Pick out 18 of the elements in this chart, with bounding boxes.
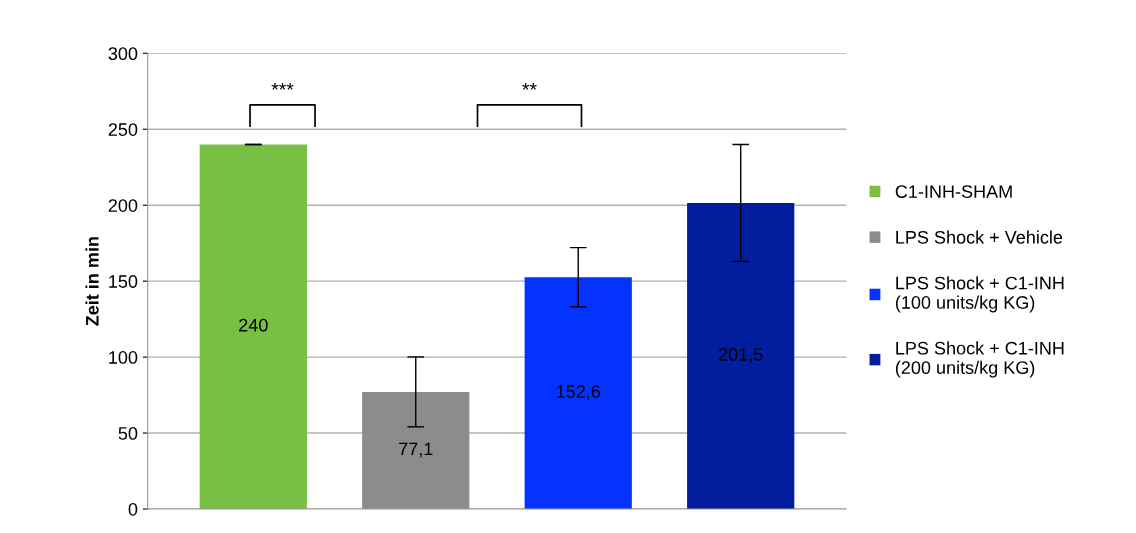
data-label: 201,5 (719, 348, 763, 363)
legend-label: LPS Shock + C1-INH (200 units/kg KG) (895, 341, 1064, 378)
data-label: 152,6 (557, 385, 601, 401)
y-tick-label: 0 (128, 502, 138, 516)
y-tick-label: 250 (108, 123, 138, 136)
annotation: ** (522, 82, 537, 90)
y-tick-label: 300 (108, 47, 138, 61)
legend-label: LPS Shock + Vehicle (896, 230, 1063, 244)
data-label: 240 (239, 318, 268, 332)
y-tick-label: 200 (108, 199, 138, 212)
annotation: *** (271, 82, 294, 90)
data-label: 77,1 (399, 442, 433, 458)
y-tick-label: 100 (109, 351, 138, 364)
legend-label: LPS Shock + C1-INH (100 units/kg KG) (895, 276, 1064, 313)
y-tick-label: 50 (118, 427, 138, 440)
y-tick-label: 150 (109, 275, 138, 288)
legend-label: C1-INH-SHAM (895, 185, 1012, 198)
y-axis-title: Zeit in min (85, 237, 99, 326)
